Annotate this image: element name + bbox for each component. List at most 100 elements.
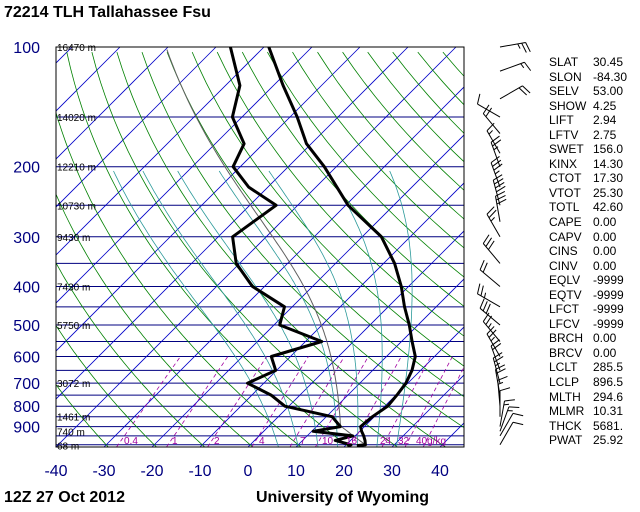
index-value: 42.60 <box>593 200 624 215</box>
index-row: THCK 5681. <box>549 419 639 434</box>
pressure-tick-label: 700 <box>13 376 40 393</box>
dry-adiabat <box>66 52 350 447</box>
index-value: 896.5 <box>593 375 624 390</box>
index-name: BRCH <box>549 331 584 346</box>
moist-adiabat <box>326 170 383 447</box>
mixing-ratio-label: 24 <box>380 436 392 447</box>
pressure-tick-label: 300 <box>13 230 40 247</box>
index-row: CINS 0.00 <box>549 244 639 259</box>
index-value: 4.25 <box>593 98 617 113</box>
index-name: PWAT <box>549 433 583 448</box>
index-row: MLTH 294.6 <box>549 390 639 405</box>
stability-indices-table: SLAT 30.45 SLON -84.30 SELV 53.00 SHOW 4.25 LIFT… <box>549 55 639 448</box>
wind-barb <box>476 93 501 118</box>
mixing-ratio-label: 4 <box>259 436 265 447</box>
mixing-ratio-line <box>166 356 229 447</box>
index-name: SWET <box>549 142 584 157</box>
index-value: 25.30 <box>593 185 624 200</box>
dry-adiabat <box>56 111 302 447</box>
mixing-ratio-line <box>404 356 453 447</box>
isotherm-line <box>391 374 464 447</box>
pressure-tick-label: 500 <box>13 318 40 335</box>
index-name: SHOW <box>549 98 587 113</box>
index-name: LCLP <box>549 375 580 390</box>
height-label: 10730 m <box>57 201 96 212</box>
wind-barb <box>494 191 507 222</box>
index-value: 5681. <box>593 418 624 433</box>
wind-barb <box>490 156 503 188</box>
index-name: LCLT <box>549 360 578 375</box>
isotherm-line <box>56 47 313 304</box>
wind-barb <box>482 234 501 264</box>
index-name: KINX <box>549 156 578 171</box>
index-name: SLON <box>549 69 582 84</box>
index-value: -9999 <box>593 316 624 331</box>
temperature-tick-label: 30 <box>383 463 401 480</box>
dry-adiabat <box>317 51 464 220</box>
pressure-tick-label: 900 <box>13 420 40 437</box>
wind-barb <box>482 312 501 342</box>
mixing-ratio-label: 7 <box>300 436 306 447</box>
index-value: 0.00 <box>593 215 617 230</box>
isotherm-line <box>56 47 265 256</box>
index-value: 17.30 <box>593 171 624 186</box>
dry-adiabat <box>56 384 109 447</box>
temperature-tick-label: -30 <box>92 463 115 480</box>
index-value: 285.5 <box>593 360 624 375</box>
temperature-profile-line <box>267 47 417 447</box>
dry-adiabat <box>91 51 398 447</box>
index-row: CINV 0.00 <box>549 259 639 274</box>
pressure-tick-label: 200 <box>13 160 40 177</box>
wind-barb <box>476 283 501 308</box>
dry-adiabat <box>267 51 464 278</box>
mixing-ratio-label: 32 <box>398 436 410 447</box>
index-row: MLMR 10.31 <box>549 404 639 419</box>
pressure-tick-label: 600 <box>13 350 40 367</box>
moist-adiabat <box>177 170 319 447</box>
index-value: 0.00 <box>593 229 617 244</box>
wind-barb <box>492 352 504 384</box>
index-row: TOTL 42.60 <box>549 200 639 215</box>
index-value: 0.00 <box>593 345 617 360</box>
height-label: 14020 m <box>57 113 96 124</box>
isotherm-line <box>56 47 409 400</box>
pressure-tick-label: 400 <box>13 279 40 296</box>
temperature-tick-label: 20 <box>335 463 353 480</box>
index-name: CINV <box>549 258 578 273</box>
dry-adiabat <box>141 51 464 429</box>
index-row: PWAT 25.92 <box>549 433 639 448</box>
index-name: MLTH <box>549 389 581 404</box>
moist-adiabat <box>113 170 279 447</box>
wind-barb <box>490 339 502 371</box>
index-value: 30.45 <box>593 55 624 69</box>
pressure-tick-label: 800 <box>13 399 40 416</box>
index-row: BRCH 0.00 <box>549 331 639 346</box>
index-row: LFCT -9999 <box>549 302 639 317</box>
index-value: 25.92 <box>593 433 624 448</box>
wind-barb <box>479 298 501 326</box>
index-value: 0.00 <box>593 331 617 346</box>
index-name: CAPV <box>549 229 582 244</box>
index-row: BRCV 0.00 <box>549 346 639 361</box>
dry-adiabat <box>56 262 205 447</box>
height-label: 9430 m <box>57 233 90 244</box>
isotherm-line <box>56 47 217 208</box>
index-name: LFTV <box>549 127 579 142</box>
dry-adiabat <box>166 51 464 398</box>
index-row: KINX 14.30 <box>549 157 639 172</box>
isotherm-line <box>56 47 169 160</box>
height-label: 3072 m <box>57 379 90 390</box>
isotherm-line <box>151 134 464 447</box>
height-label: 7430 m <box>57 282 90 293</box>
index-name: LFCT <box>549 302 579 317</box>
index-row: LFTV 2.75 <box>549 128 639 143</box>
mixing-ratio-line <box>381 356 432 447</box>
index-row: SLON -84.30 <box>549 70 639 85</box>
temperature-tick-label: -40 <box>44 463 67 480</box>
index-value: 14.30 <box>593 156 624 171</box>
index-row: CTOT 17.30 <box>549 171 639 186</box>
index-value: 53.00 <box>593 84 624 99</box>
isotherm-line <box>343 326 464 447</box>
height-label: 12210 m <box>57 163 96 174</box>
